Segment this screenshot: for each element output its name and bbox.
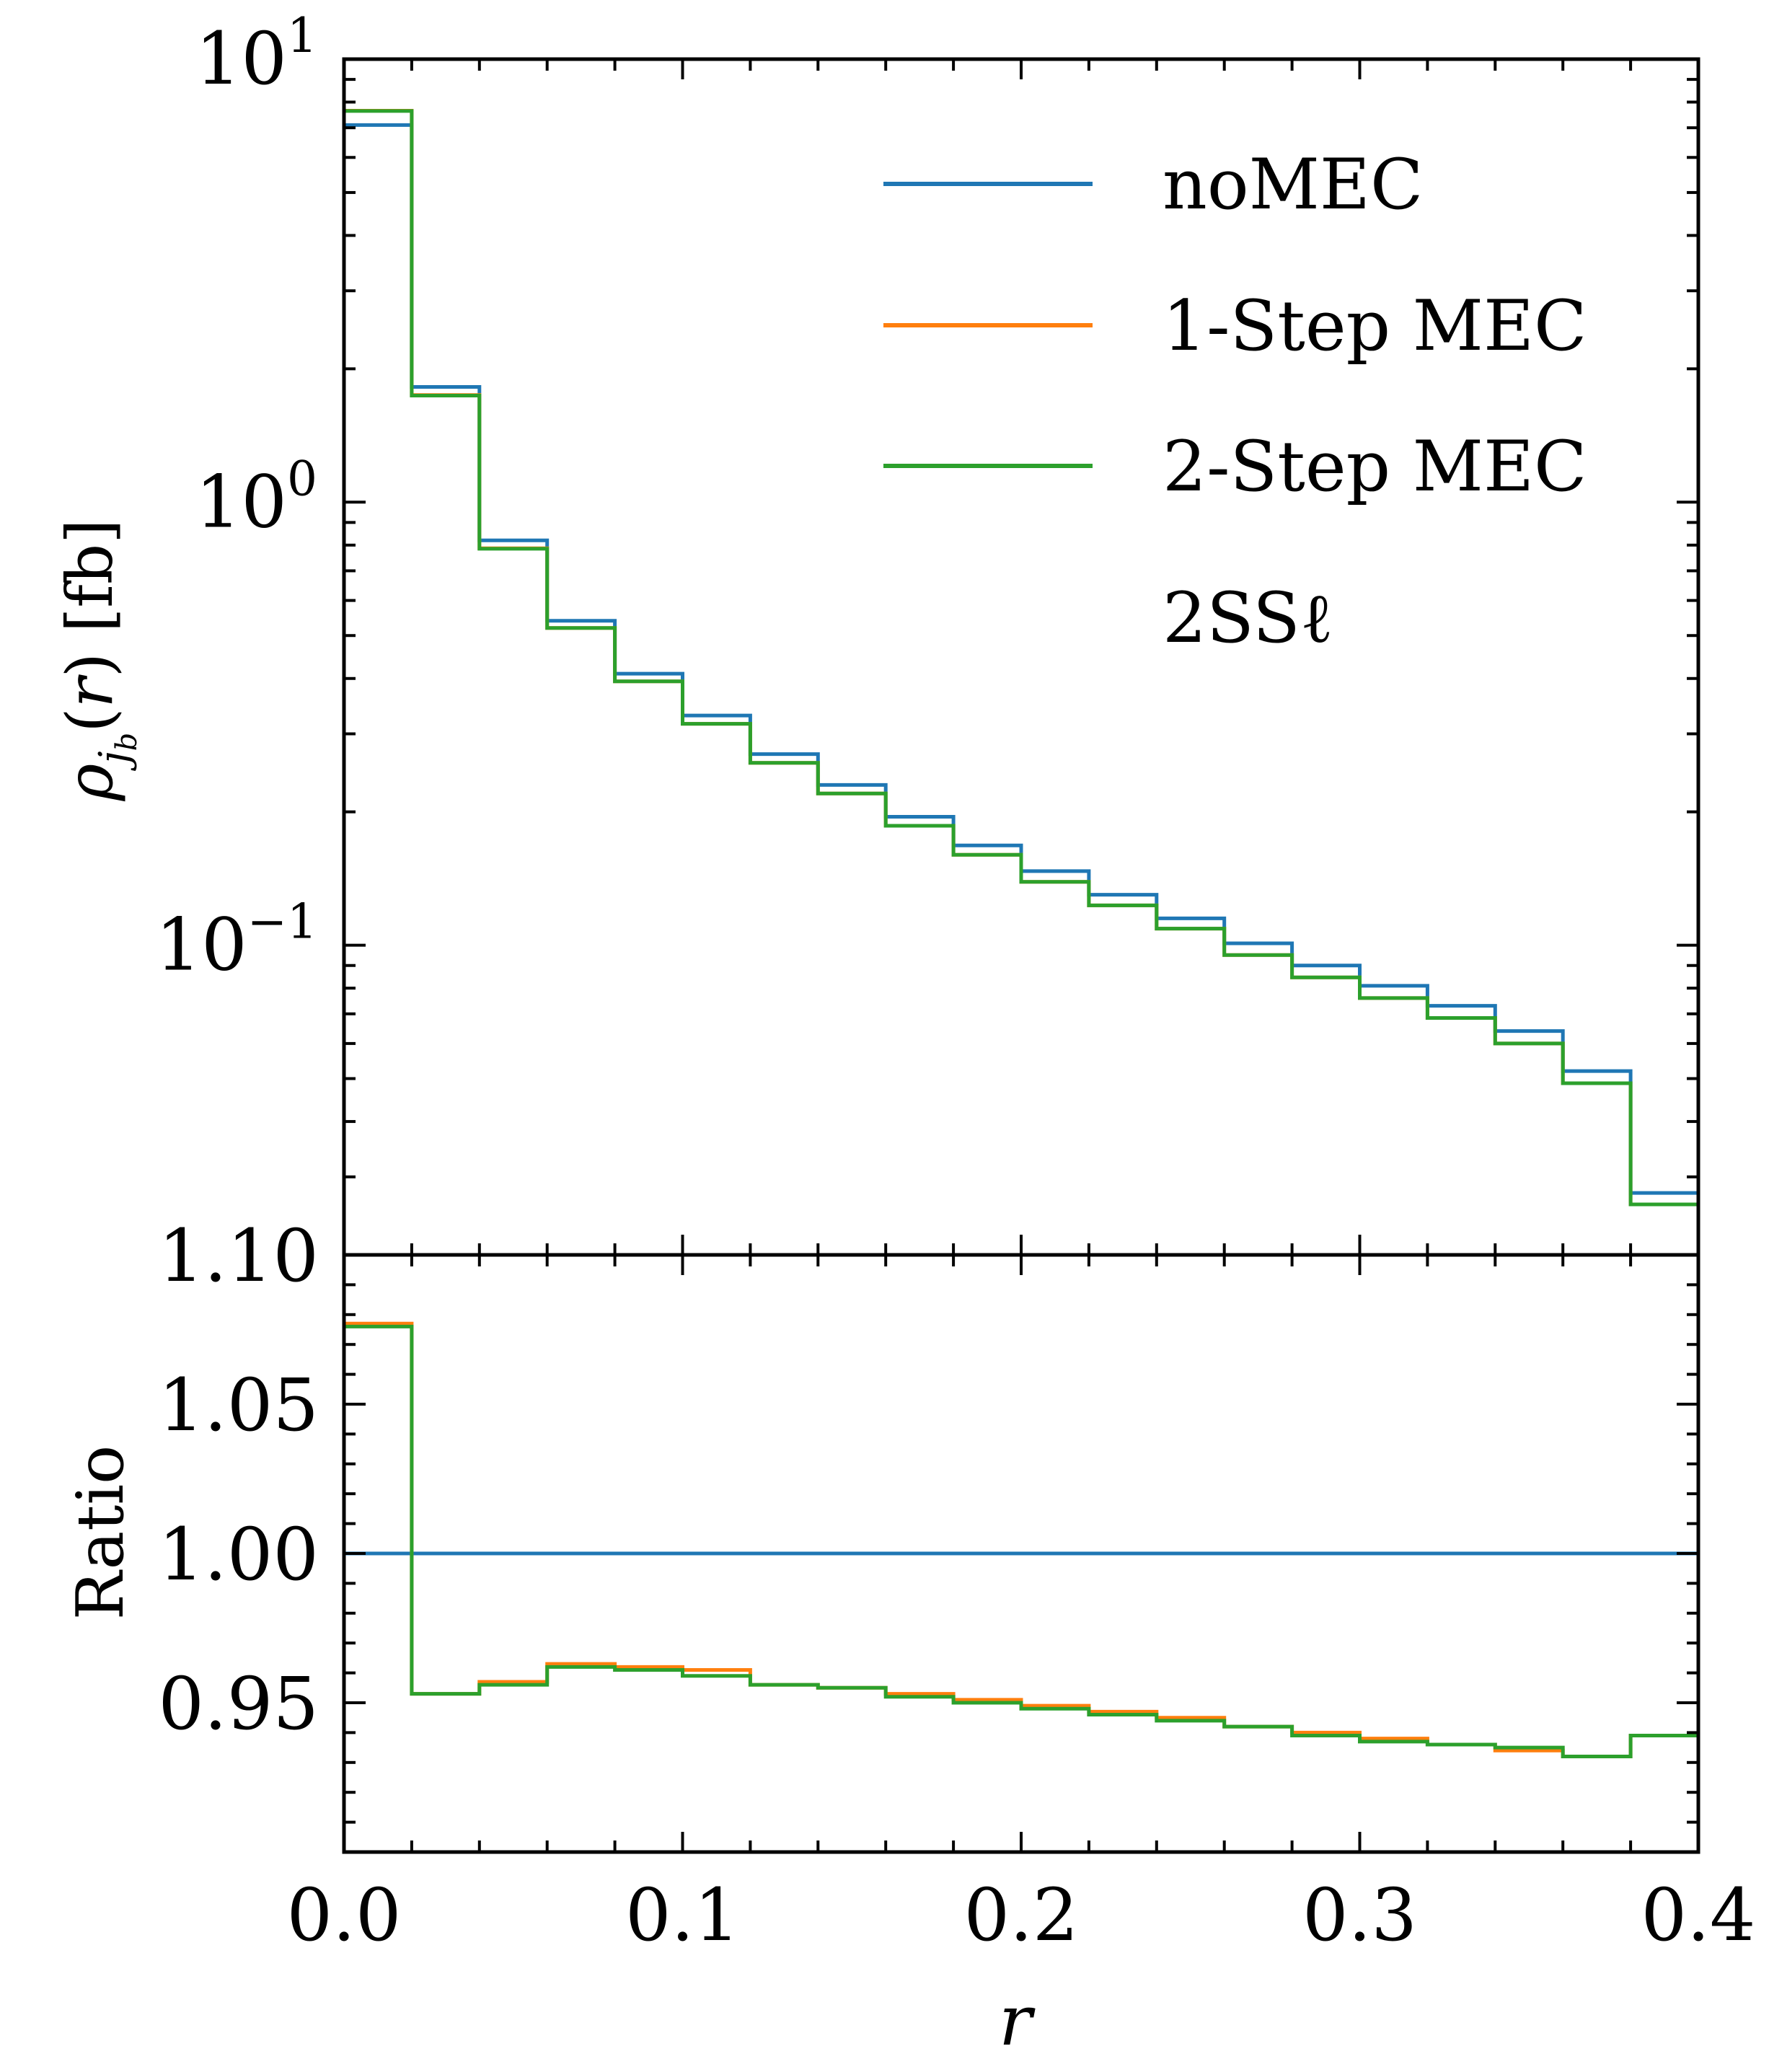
main-y-tick-label: 100 <box>195 451 317 544</box>
x-tick-label: 0.1 <box>625 1873 740 1957</box>
main-panel: 10−1 100 101 <box>155 8 1700 1257</box>
legend-label-2step: 2-Step MEC <box>1163 426 1587 507</box>
x-axis-label: r <box>999 1980 1036 2061</box>
ratio-series-1-step-mec <box>344 1321 1698 1759</box>
x-tick-label: 0.4 <box>1641 1873 1755 1957</box>
main-y-tick-label: 10−1 <box>155 894 317 987</box>
svg-text:ρjb(r) [fb]: ρjb(r) [fb] <box>53 519 144 801</box>
ratio-y-tick-label: 1.10 <box>158 1214 319 1298</box>
legend-label-1step: 1-Step MEC <box>1163 286 1587 366</box>
main-y-tick-label: 101 <box>195 8 317 101</box>
legend-note: 2SSℓ <box>1163 578 1333 658</box>
ratio-panel: 0.95 1.00 1.05 1.10 0.0 0.1 0.2 0.3 0.4 <box>158 1214 1755 1957</box>
ratio-y-tick-label: 1.05 <box>158 1363 319 1447</box>
ratio-y-tick-label: 0.95 <box>158 1662 319 1746</box>
legend: noMEC 1-Step MEC 2-Step MEC 2SSℓ <box>883 144 1587 658</box>
ratio-axes-frame <box>342 1253 1700 1854</box>
legend-label-nomec: noMEC <box>1163 144 1423 225</box>
ratio-y-axis-label: Ratio <box>63 1445 138 1621</box>
ratio-y-tick-label: 1.00 <box>158 1512 319 1597</box>
main-y-axis-label: ρjb(r) [fb] <box>53 519 144 801</box>
x-tick-label: 0.2 <box>963 1873 1078 1957</box>
x-tick-label: 0.3 <box>1302 1873 1417 1957</box>
main-axes-frame <box>342 57 1700 1257</box>
ratio-series-2-step-mec <box>344 1324 1698 1759</box>
main-series-2-step-mec <box>344 109 1698 1207</box>
x-tick-label: 0.0 <box>286 1873 401 1957</box>
